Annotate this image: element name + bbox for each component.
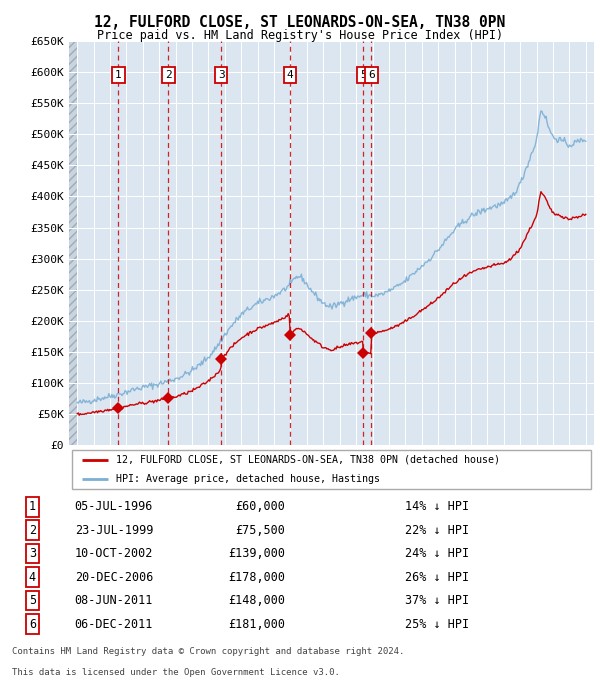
Text: 26% ↓ HPI: 26% ↓ HPI <box>405 571 469 583</box>
Text: £139,000: £139,000 <box>229 547 286 560</box>
Text: 2: 2 <box>29 524 36 537</box>
Text: 1: 1 <box>115 70 122 80</box>
Text: 25% ↓ HPI: 25% ↓ HPI <box>405 617 469 630</box>
Text: 12, FULFORD CLOSE, ST LEONARDS-ON-SEA, TN38 0PN: 12, FULFORD CLOSE, ST LEONARDS-ON-SEA, T… <box>94 15 506 30</box>
Text: 22% ↓ HPI: 22% ↓ HPI <box>405 524 469 537</box>
Text: 6: 6 <box>368 70 375 80</box>
Text: 14% ↓ HPI: 14% ↓ HPI <box>405 500 469 513</box>
Text: 3: 3 <box>29 547 36 560</box>
Text: 2: 2 <box>165 70 172 80</box>
Text: 08-JUN-2011: 08-JUN-2011 <box>74 594 153 607</box>
Text: 5: 5 <box>360 70 367 80</box>
Text: 6: 6 <box>29 617 36 630</box>
Bar <box>69 41 77 445</box>
Text: Contains HM Land Registry data © Crown copyright and database right 2024.: Contains HM Land Registry data © Crown c… <box>12 647 404 656</box>
Text: 05-JUL-1996: 05-JUL-1996 <box>74 500 153 513</box>
Text: 06-DEC-2011: 06-DEC-2011 <box>74 617 153 630</box>
Text: 20-DEC-2006: 20-DEC-2006 <box>74 571 153 583</box>
Text: £178,000: £178,000 <box>229 571 286 583</box>
Text: Price paid vs. HM Land Registry's House Price Index (HPI): Price paid vs. HM Land Registry's House … <box>97 29 503 41</box>
Text: 10-OCT-2002: 10-OCT-2002 <box>74 547 153 560</box>
Text: 4: 4 <box>29 571 36 583</box>
Text: 5: 5 <box>29 594 36 607</box>
Text: £148,000: £148,000 <box>229 594 286 607</box>
Text: £75,500: £75,500 <box>236 524 286 537</box>
Text: 24% ↓ HPI: 24% ↓ HPI <box>405 547 469 560</box>
Text: 4: 4 <box>287 70 293 80</box>
Text: This data is licensed under the Open Government Licence v3.0.: This data is licensed under the Open Gov… <box>12 668 340 677</box>
Text: 37% ↓ HPI: 37% ↓ HPI <box>405 594 469 607</box>
Text: £181,000: £181,000 <box>229 617 286 630</box>
Text: 3: 3 <box>218 70 224 80</box>
Text: £60,000: £60,000 <box>236 500 286 513</box>
Text: 23-JUL-1999: 23-JUL-1999 <box>74 524 153 537</box>
FancyBboxPatch shape <box>71 450 592 489</box>
Text: 1: 1 <box>29 500 36 513</box>
Text: HPI: Average price, detached house, Hastings: HPI: Average price, detached house, Hast… <box>116 475 380 484</box>
Text: 12, FULFORD CLOSE, ST LEONARDS-ON-SEA, TN38 0PN (detached house): 12, FULFORD CLOSE, ST LEONARDS-ON-SEA, T… <box>116 455 500 464</box>
